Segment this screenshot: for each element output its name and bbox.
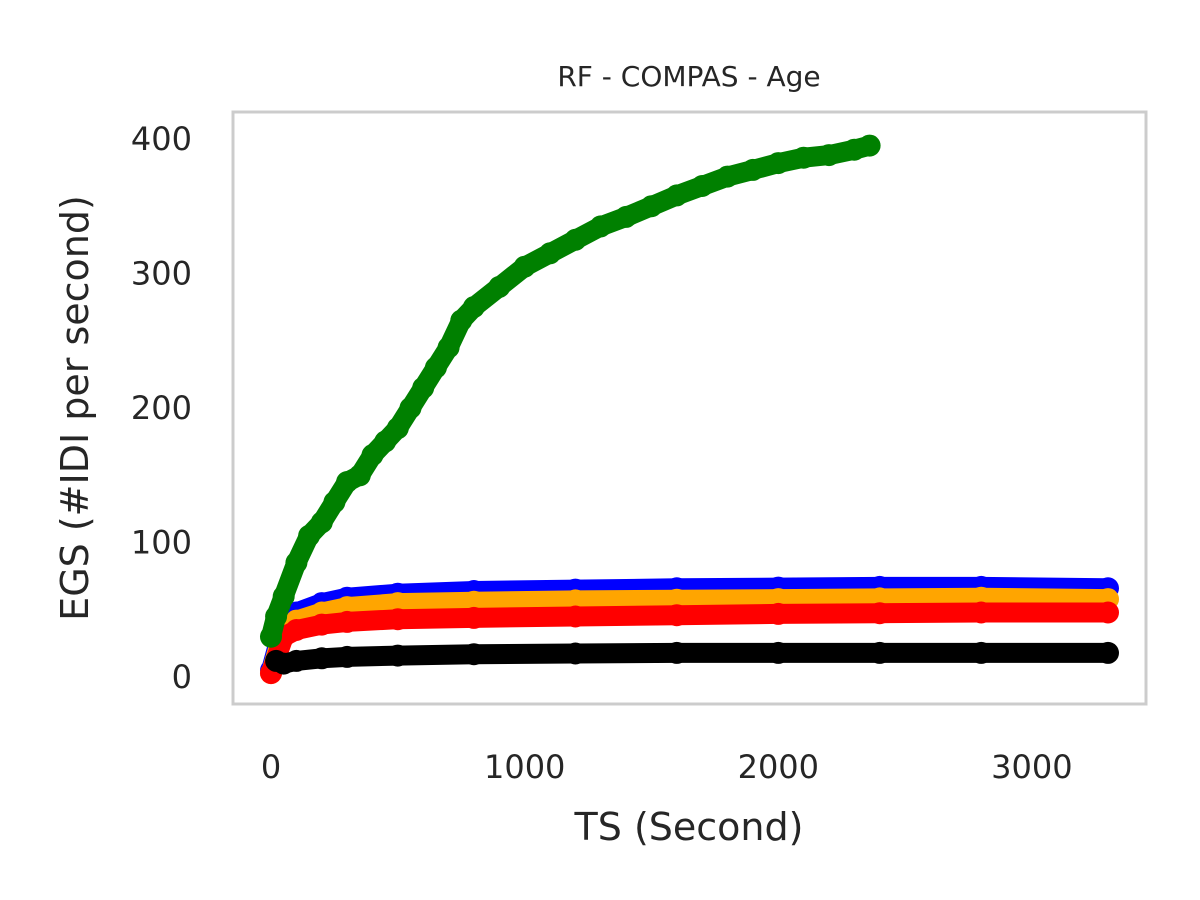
data-point: [386, 592, 409, 615]
data-point: [716, 165, 739, 188]
data-point: [1097, 641, 1119, 664]
data-point: [615, 205, 638, 228]
data-point: [399, 397, 422, 419]
series-2: [260, 601, 1119, 685]
x-tick-label: 1000: [484, 748, 565, 786]
data-point: [412, 376, 435, 399]
data-point: [564, 589, 587, 612]
data-point: [386, 644, 409, 667]
data-point: [767, 641, 790, 664]
series-3: [260, 134, 881, 648]
data-point: [260, 625, 282, 648]
data-point: [564, 228, 587, 251]
y-tick-label: 300: [131, 255, 192, 293]
data-point: [868, 641, 891, 664]
data-point: [462, 590, 485, 613]
data-point: [272, 585, 295, 608]
data-point: [336, 610, 359, 633]
y-tick-label: 0: [172, 658, 192, 696]
data-point: [348, 464, 371, 487]
data-point: [564, 642, 587, 665]
data-point: [868, 602, 891, 625]
data-point: [265, 605, 288, 628]
data-point: [792, 146, 815, 169]
data-point: [285, 619, 308, 641]
data-point: [1097, 601, 1119, 624]
data-point: [858, 134, 881, 157]
data-point: [462, 643, 485, 666]
y-tick-label: 400: [131, 120, 192, 158]
data-point: [767, 152, 790, 175]
data-point: [589, 215, 612, 238]
x-tick-label: 0: [261, 748, 281, 786]
x-tick-label: 2000: [738, 748, 819, 786]
data-point: [665, 641, 688, 664]
x-tick-labels: 0 1000 2000 3000: [261, 748, 1073, 786]
series-4: [265, 641, 1119, 675]
chart-title: RF - COMPAS - Age: [557, 60, 820, 93]
data-point: [386, 608, 409, 631]
data-point: [488, 275, 511, 298]
data-point: [970, 641, 993, 664]
data-point: [691, 175, 714, 197]
data-point: [970, 601, 993, 624]
data-point: [386, 417, 409, 440]
data-point: [310, 511, 333, 534]
data-point: [513, 255, 536, 278]
data-point: [665, 184, 688, 207]
data-point: [564, 605, 587, 628]
y-tick-label: 200: [131, 389, 192, 427]
data-point: [539, 242, 561, 265]
data-point: [640, 195, 663, 218]
data-point: [323, 491, 346, 514]
data-point: [424, 356, 447, 379]
data-point: [310, 647, 333, 670]
x-tick-label: 3000: [991, 748, 1072, 786]
data-point: [336, 645, 359, 668]
data-point: [741, 158, 764, 181]
data-point: [462, 296, 485, 319]
data-point: [665, 604, 688, 627]
data-point: [437, 336, 460, 359]
series-layer: [260, 134, 1119, 685]
data-point: [285, 551, 308, 574]
data-point: [462, 606, 485, 629]
x-axis-label: TS (Second): [574, 805, 804, 849]
data-point: [310, 613, 333, 636]
y-tick-labels: 0 100 200 300 400: [131, 120, 192, 696]
data-point: [818, 144, 840, 167]
data-point: [767, 602, 790, 625]
data-point: [285, 649, 308, 672]
y-tick-label: 100: [131, 524, 192, 562]
y-axis-label: EGS (#IDI per second): [53, 195, 97, 621]
